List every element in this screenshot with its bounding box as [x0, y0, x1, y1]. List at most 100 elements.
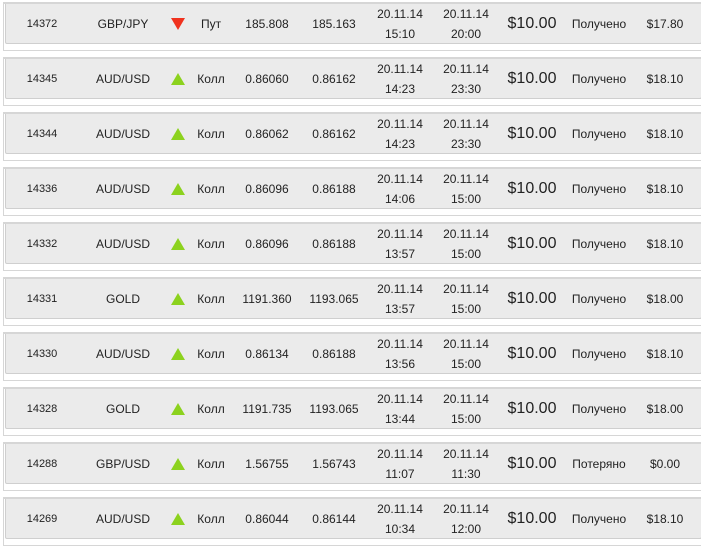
trade-row[interactable]: 14332 AUD/USD Колл 0.86096 0.86188 20.11.14 13…: [3, 222, 701, 271]
triangle-icon: [171, 18, 185, 30]
end-date: 20.11.14: [443, 62, 489, 76]
start-date: 20.11.14: [377, 117, 423, 131]
trade-close: 1193.065: [309, 402, 359, 416]
end-date: 20.11.14: [443, 502, 489, 516]
end-datetime: 20.11.14 12:00: [443, 499, 489, 539]
start-datetime: 20.11.14 14:23: [377, 59, 423, 99]
trade-row[interactable]: 14269 AUD/USD Колл 0.86044 0.86144 20.11.14 10…: [3, 497, 701, 546]
start-time: 13:44: [384, 412, 416, 426]
end-datetime: 20.11.14 15:00: [443, 334, 489, 374]
end-time: 20:00: [450, 27, 482, 41]
end-time: 15:00: [450, 357, 482, 371]
trade-type: Колл: [197, 237, 225, 251]
start-date: 20.11.14: [377, 337, 423, 351]
trade-status: Получено: [571, 347, 627, 361]
end-time: 12:00: [450, 522, 482, 536]
triangle-icon: [171, 293, 185, 305]
trade-type: Колл: [197, 457, 225, 471]
trade-row[interactable]: 14330 AUD/USD Колл 0.86134 0.86188 20.11.14 13…: [3, 332, 701, 381]
trade-payout: $17.80: [646, 17, 684, 31]
trade-type: Колл: [197, 127, 225, 141]
trade-pair: GBP/USD: [95, 457, 151, 471]
end-date: 20.11.14: [443, 227, 489, 241]
start-time: 13:56: [384, 357, 416, 371]
triangle-icon: [171, 238, 185, 250]
trade-status: Получено: [571, 237, 627, 251]
trade-id: 14288: [26, 458, 58, 470]
trade-card: 14344 AUD/USD Колл 0.86062 0.86162 20.11.14 14…: [5, 114, 701, 154]
trade-open: 185.808: [245, 17, 289, 31]
start-time: 13:57: [384, 302, 416, 316]
trade-open: 0.86096: [245, 237, 289, 251]
trade-amount: $10.00: [507, 400, 557, 417]
trade-pair: AUD/USD: [95, 182, 151, 196]
triangle-icon: [171, 403, 185, 415]
triangle-icon: [171, 458, 185, 470]
trade-id: 14336: [26, 183, 58, 195]
arrow-up-icon: [171, 499, 185, 539]
end-time: 23:30: [450, 82, 482, 96]
trade-type: Колл: [197, 402, 225, 416]
trade-id: 14345: [26, 73, 58, 85]
start-time: 13:57: [384, 247, 416, 261]
trade-status: Получено: [571, 402, 627, 416]
trade-card: 14328 GOLD Колл 1191.735 1193.065 20.11.14 13:…: [5, 389, 701, 429]
arrow-up-icon: [171, 334, 185, 374]
start-time: 14:23: [384, 82, 416, 96]
arrow-up-icon: [171, 114, 185, 154]
arrow-up-icon: [171, 169, 185, 209]
trade-status: Получено: [571, 292, 627, 306]
trade-close: 0.86144: [312, 512, 356, 526]
trade-payout: $18.10: [646, 72, 684, 86]
trade-close: 0.86188: [312, 182, 356, 196]
trade-amount: $10.00: [507, 290, 557, 307]
trade-payout: $18.10: [646, 182, 684, 196]
trade-payout: $18.10: [646, 127, 684, 141]
trade-row[interactable]: 14331 GOLD Колл 1191.360 1193.065 20.11.14 13:…: [3, 277, 701, 326]
start-date: 20.11.14: [377, 7, 423, 21]
end-date: 20.11.14: [443, 7, 489, 21]
trade-row[interactable]: 14372 GBP/JPY Пут 185.808 185.163 20.11.14 15:…: [3, 2, 701, 51]
triangle-icon: [171, 513, 185, 525]
arrow-up-icon: [171, 224, 185, 264]
trade-pair: AUD/USD: [95, 127, 151, 141]
trade-row[interactable]: 14288 GBP/USD Колл 1.56755 1.56743 20.11.14 11…: [3, 442, 701, 491]
trade-open: 0.86134: [245, 347, 289, 361]
end-date: 20.11.14: [443, 117, 489, 131]
trade-id: 14344: [26, 128, 58, 140]
trade-amount: $10.00: [507, 510, 557, 527]
trade-payout: $18.00: [646, 402, 684, 416]
arrow-up-icon: [171, 389, 185, 429]
trade-id: 14330: [26, 348, 58, 360]
trade-type: Колл: [197, 182, 225, 196]
start-time: 14:06: [384, 192, 416, 206]
trade-row[interactable]: 14344 AUD/USD Колл 0.86062 0.86162 20.11.14 14…: [3, 112, 701, 161]
trade-payout: $18.10: [646, 347, 684, 361]
trade-open: 1.56755: [245, 457, 289, 471]
trade-type: Колл: [197, 292, 225, 306]
trade-card: 14330 AUD/USD Колл 0.86134 0.86188 20.11.14 13…: [5, 334, 701, 374]
triangle-icon: [171, 73, 185, 85]
trade-status: Получено: [571, 72, 627, 86]
trade-close: 1.56743: [312, 457, 356, 471]
trade-row[interactable]: 14336 AUD/USD Колл 0.86096 0.86188 20.11.14 14…: [3, 167, 701, 216]
trade-amount: $10.00: [507, 15, 557, 32]
end-time: 15:00: [450, 247, 482, 261]
start-datetime: 20.11.14 14:06: [377, 169, 423, 209]
arrow-up-icon: [171, 279, 185, 319]
trade-card: 14336 AUD/USD Колл 0.86096 0.86188 20.11.14 14…: [5, 169, 701, 209]
trade-id: 14331: [26, 293, 58, 305]
trade-type: Пут: [200, 17, 222, 31]
trade-amount: $10.00: [507, 235, 557, 252]
start-time: 11:07: [385, 467, 415, 481]
trade-row[interactable]: 14328 GOLD Колл 1191.735 1193.065 20.11.14 13:…: [3, 387, 701, 436]
trade-card: 14372 GBP/JPY Пут 185.808 185.163 20.11.14 15:…: [5, 4, 701, 44]
end-datetime: 20.11.14 15:00: [443, 279, 489, 319]
start-datetime: 20.11.14 13:57: [377, 224, 423, 264]
trade-pair: AUD/USD: [95, 347, 151, 361]
trade-row[interactable]: 14345 AUD/USD Колл 0.86060 0.86162 20.11.14 14…: [3, 57, 701, 106]
trade-close: 0.86188: [312, 237, 356, 251]
trade-status: Получено: [571, 127, 627, 141]
trade-open: 0.86044: [245, 512, 289, 526]
arrow-up-icon: [171, 59, 185, 99]
